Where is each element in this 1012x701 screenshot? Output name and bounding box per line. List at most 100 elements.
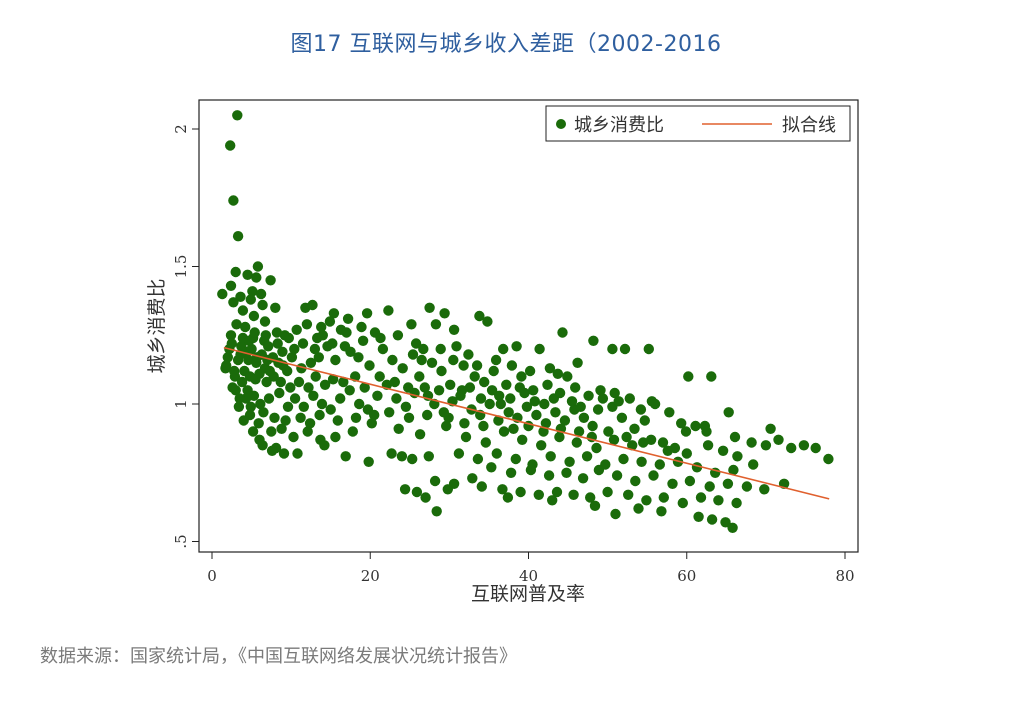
data-point bbox=[359, 382, 370, 393]
data-point bbox=[310, 371, 321, 382]
data-point bbox=[690, 420, 701, 432]
data-point bbox=[424, 302, 435, 313]
data-point bbox=[607, 343, 618, 355]
data-point bbox=[458, 360, 469, 371]
data-point bbox=[543, 470, 555, 481]
data-point bbox=[476, 481, 487, 492]
y-axis: .5 1 1.5 2 bbox=[172, 124, 199, 549]
data-point bbox=[225, 330, 237, 341]
y-tick-label: .5 bbox=[172, 534, 190, 548]
data-point bbox=[338, 376, 349, 388]
data-point bbox=[231, 319, 242, 330]
data-point bbox=[760, 440, 772, 451]
data-point bbox=[253, 418, 264, 429]
data-point bbox=[501, 379, 512, 390]
data-point bbox=[230, 266, 241, 278]
data-point bbox=[304, 418, 316, 429]
data-point bbox=[575, 401, 586, 412]
data-point bbox=[629, 423, 640, 434]
data-point bbox=[217, 288, 228, 300]
data-point bbox=[420, 492, 431, 503]
data-point bbox=[490, 354, 502, 366]
data-point bbox=[283, 332, 294, 344]
data-point bbox=[545, 451, 556, 462]
data-point bbox=[258, 407, 269, 418]
data-point bbox=[369, 409, 380, 421]
data-point bbox=[397, 363, 408, 374]
data-point bbox=[731, 497, 742, 509]
data-point bbox=[227, 382, 238, 393]
data-point bbox=[328, 308, 340, 319]
data-point bbox=[583, 390, 594, 401]
data-point bbox=[419, 382, 430, 393]
data-point bbox=[474, 310, 485, 322]
data-point bbox=[392, 330, 404, 341]
data-point bbox=[603, 426, 614, 437]
data-point bbox=[410, 338, 422, 349]
data-point bbox=[252, 261, 264, 272]
data-point bbox=[285, 382, 296, 393]
data-point bbox=[303, 382, 314, 393]
data-point bbox=[339, 341, 351, 352]
data-point bbox=[654, 459, 665, 470]
data-point bbox=[245, 401, 256, 412]
data-point bbox=[340, 451, 351, 462]
data-point bbox=[443, 412, 454, 423]
data-point bbox=[222, 352, 233, 363]
data-point bbox=[257, 299, 268, 311]
data-point bbox=[524, 365, 536, 377]
data-point bbox=[633, 503, 644, 514]
data-point bbox=[618, 453, 629, 465]
data-point bbox=[275, 376, 286, 388]
data-point bbox=[765, 423, 776, 434]
data-point bbox=[676, 418, 687, 429]
data-point bbox=[798, 440, 810, 451]
data-point bbox=[350, 412, 362, 423]
data-point bbox=[313, 352, 324, 363]
data-point bbox=[429, 475, 441, 487]
data-point bbox=[319, 379, 331, 390]
legend-fit-label: 拟合线 bbox=[782, 115, 836, 136]
data-point bbox=[746, 437, 757, 448]
data-point bbox=[298, 401, 309, 412]
data-point bbox=[341, 327, 352, 338]
x-tick-label: 60 bbox=[677, 567, 696, 585]
data-point bbox=[533, 489, 544, 500]
data-point bbox=[254, 434, 265, 445]
data-point bbox=[248, 390, 260, 401]
data-point bbox=[611, 470, 623, 481]
data-point bbox=[302, 426, 313, 437]
data-point bbox=[361, 308, 373, 319]
data-point bbox=[621, 431, 632, 443]
scatter-chart: .5 1 1.5 2 0 20 40 60 80 互联网普及率 城乡消费比 城乡消费比 拟合线 bbox=[146, 99, 859, 605]
data-point bbox=[521, 401, 533, 412]
data-point bbox=[748, 459, 759, 470]
data-point bbox=[356, 321, 367, 333]
data-point bbox=[441, 420, 452, 432]
data-point bbox=[266, 445, 278, 456]
data-point bbox=[561, 467, 572, 478]
data-point bbox=[568, 489, 579, 500]
data-point bbox=[639, 415, 650, 426]
data-point bbox=[616, 412, 628, 423]
data-point bbox=[264, 365, 275, 377]
data-point bbox=[669, 442, 681, 454]
data-point bbox=[411, 486, 423, 498]
data-point bbox=[471, 360, 483, 371]
data-point bbox=[282, 401, 294, 412]
data-point bbox=[467, 473, 478, 484]
data-point bbox=[472, 453, 484, 465]
y-axis-label: 城乡消费比 bbox=[146, 278, 168, 373]
data-point bbox=[238, 415, 249, 426]
data-point bbox=[722, 478, 734, 489]
data-point bbox=[516, 371, 527, 382]
data-point bbox=[550, 407, 561, 418]
data-point bbox=[354, 398, 365, 410]
data-point bbox=[291, 324, 302, 335]
data-point bbox=[276, 423, 287, 434]
data-point bbox=[588, 335, 599, 346]
legend-series-marker bbox=[556, 119, 566, 129]
data-point bbox=[247, 426, 259, 437]
data-point bbox=[389, 376, 400, 388]
data-point bbox=[592, 404, 604, 415]
